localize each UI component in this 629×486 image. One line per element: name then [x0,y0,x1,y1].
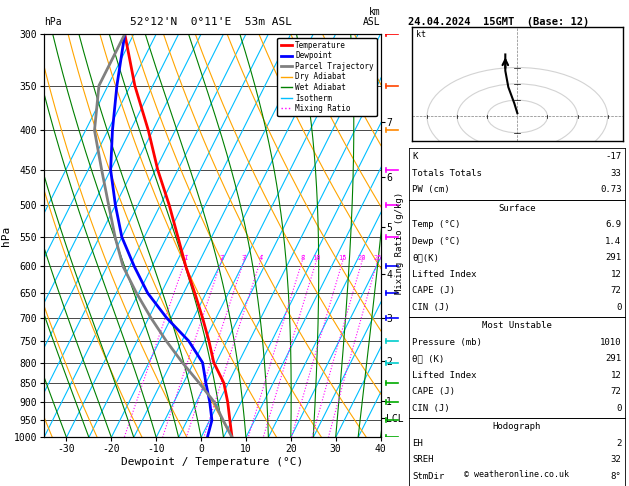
Text: Temp (°C): Temp (°C) [412,220,460,229]
Text: 72: 72 [611,286,621,295]
Legend: Temperature, Dewpoint, Parcel Trajectory, Dry Adiabat, Wet Adiabat, Isotherm, Mi: Temperature, Dewpoint, Parcel Trajectory… [277,38,377,116]
Text: Totals Totals: Totals Totals [412,169,482,177]
Text: 32: 32 [611,455,621,464]
Text: CIN (J): CIN (J) [412,404,450,413]
Text: CAPE (J): CAPE (J) [412,387,455,396]
Text: 20: 20 [358,255,367,260]
Text: Mixing Ratio (g/kg): Mixing Ratio (g/kg) [395,192,404,294]
Text: hPa: hPa [44,17,62,27]
Text: 8°: 8° [611,472,621,481]
Text: 0: 0 [616,303,621,312]
Text: Dewp (°C): Dewp (°C) [412,237,460,245]
Text: 2: 2 [616,439,621,448]
Text: 12: 12 [611,371,621,380]
Text: 0.73: 0.73 [600,185,621,194]
Text: 291: 291 [605,253,621,262]
Y-axis label: hPa: hPa [1,226,11,246]
Text: StmDir: StmDir [412,472,444,481]
Text: θᴄ (K): θᴄ (K) [412,354,444,363]
Text: 10: 10 [312,255,321,260]
Text: 52°12'N  0°11'E  53m ASL: 52°12'N 0°11'E 53m ASL [130,17,292,27]
Text: Surface: Surface [498,204,535,212]
Text: CIN (J): CIN (J) [412,303,450,312]
Text: 15: 15 [338,255,347,260]
Text: SREH: SREH [412,455,433,464]
Text: 24.04.2024  15GMT  (Base: 12): 24.04.2024 15GMT (Base: 12) [408,17,589,27]
Text: PW (cm): PW (cm) [412,185,450,194]
Text: 3: 3 [242,255,246,260]
Text: θᴄ(K): θᴄ(K) [412,253,439,262]
Text: kt: kt [416,30,426,39]
X-axis label: Dewpoint / Temperature (°C): Dewpoint / Temperature (°C) [121,457,303,467]
Text: 8: 8 [300,255,304,260]
Text: -17: -17 [605,152,621,161]
Text: 25: 25 [373,255,382,260]
Text: Hodograph: Hodograph [493,422,541,431]
Text: 4: 4 [259,255,262,260]
Text: 33: 33 [611,169,621,177]
Text: 2: 2 [220,255,224,260]
Text: 0: 0 [616,404,621,413]
Text: 291: 291 [605,354,621,363]
Text: K: K [412,152,418,161]
Text: © weatheronline.co.uk: © weatheronline.co.uk [464,469,569,479]
Text: 1010: 1010 [600,338,621,347]
Text: 72: 72 [611,387,621,396]
Text: 12: 12 [611,270,621,278]
Text: 1: 1 [183,255,187,260]
Text: 1.4: 1.4 [605,237,621,245]
Text: 6.9: 6.9 [605,220,621,229]
Text: Lifted Index: Lifted Index [412,371,477,380]
Text: km
ASL: km ASL [363,7,381,27]
Text: Most Unstable: Most Unstable [482,321,552,330]
Text: Lifted Index: Lifted Index [412,270,477,278]
Text: Pressure (mb): Pressure (mb) [412,338,482,347]
Text: EH: EH [412,439,423,448]
Text: CAPE (J): CAPE (J) [412,286,455,295]
